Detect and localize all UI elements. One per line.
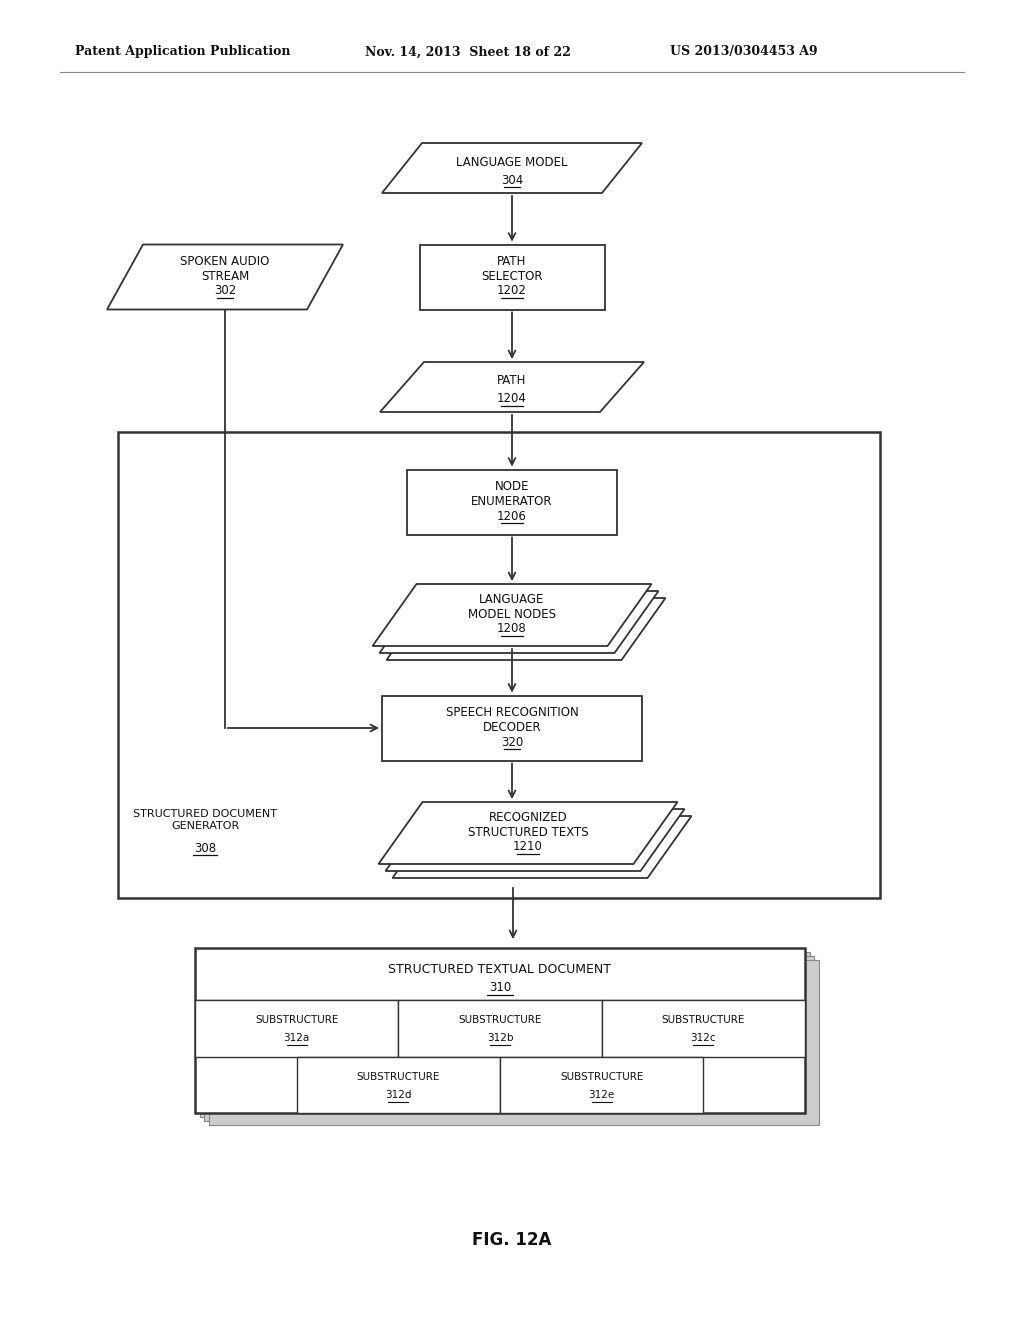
Text: 308: 308 (194, 842, 216, 854)
Polygon shape (386, 598, 666, 660)
Text: 1208: 1208 (497, 623, 527, 635)
Bar (420, 244, 604, 309)
Text: SUBSTRUCTURE: SUBSTRUCTURE (255, 1015, 338, 1026)
Text: 312d: 312d (385, 1089, 412, 1100)
Polygon shape (380, 591, 658, 653)
Polygon shape (385, 809, 684, 871)
Bar (209, 960, 819, 1125)
Text: SUBSTRUCTURE: SUBSTRUCTURE (560, 1072, 643, 1081)
Bar (398, 999, 602, 1056)
Text: RECOGNIZED
STRUCTURED TEXTS: RECOGNIZED STRUCTURED TEXTS (468, 810, 589, 840)
Text: PATH: PATH (498, 375, 526, 388)
Text: 302: 302 (214, 285, 237, 297)
Bar (602, 999, 805, 1056)
Text: 312c: 312c (690, 1034, 716, 1043)
Polygon shape (106, 244, 343, 309)
Text: 320: 320 (501, 735, 523, 748)
Text: 312a: 312a (284, 1034, 310, 1043)
Polygon shape (373, 583, 651, 645)
Text: 312e: 312e (589, 1089, 614, 1100)
Text: STRUCTURED TEXTUAL DOCUMENT: STRUCTURED TEXTUAL DOCUMENT (388, 964, 611, 975)
Bar (297, 1056, 500, 1113)
Polygon shape (379, 803, 678, 865)
Bar (195, 948, 805, 1113)
Text: 304: 304 (501, 173, 523, 186)
Text: US 2013/0304453 A9: US 2013/0304453 A9 (670, 45, 817, 58)
Polygon shape (380, 362, 644, 412)
Text: SPEECH RECOGNITION
DECODER: SPEECH RECOGNITION DECODER (445, 706, 579, 734)
Text: SPOKEN AUDIO
STREAM: SPOKEN AUDIO STREAM (180, 255, 269, 282)
Text: Patent Application Publication: Patent Application Publication (75, 45, 291, 58)
Text: 1204: 1204 (497, 392, 527, 405)
Text: SUBSTRUCTURE: SUBSTRUCTURE (459, 1015, 542, 1026)
Bar (500, 1056, 703, 1113)
Text: 1210: 1210 (513, 841, 543, 854)
Text: 1206: 1206 (497, 510, 527, 523)
Text: LANGUAGE
MODEL NODES: LANGUAGE MODEL NODES (468, 593, 556, 620)
Text: STRUCTURED DOCUMENT
GENERATOR: STRUCTURED DOCUMENT GENERATOR (133, 809, 278, 830)
Text: NODE
ENUMERATOR: NODE ENUMERATOR (471, 480, 553, 508)
Bar (200, 952, 810, 1117)
Text: SUBSTRUCTURE: SUBSTRUCTURE (356, 1072, 440, 1081)
Text: FIG. 12A: FIG. 12A (472, 1232, 552, 1249)
Text: 1202: 1202 (497, 285, 527, 297)
Text: Nov. 14, 2013  Sheet 18 of 22: Nov. 14, 2013 Sheet 18 of 22 (365, 45, 570, 58)
Bar (382, 696, 642, 760)
Text: 310: 310 (488, 981, 511, 994)
Text: SUBSTRUCTURE: SUBSTRUCTURE (662, 1015, 745, 1026)
Bar (195, 999, 398, 1056)
Polygon shape (392, 816, 691, 878)
Bar (407, 470, 617, 535)
Text: LANGUAGE MODEL: LANGUAGE MODEL (457, 156, 567, 169)
Polygon shape (382, 143, 642, 193)
Text: 312b: 312b (486, 1034, 513, 1043)
Text: PATH
SELECTOR: PATH SELECTOR (481, 255, 543, 282)
Bar (205, 956, 814, 1121)
Bar (118, 432, 880, 898)
